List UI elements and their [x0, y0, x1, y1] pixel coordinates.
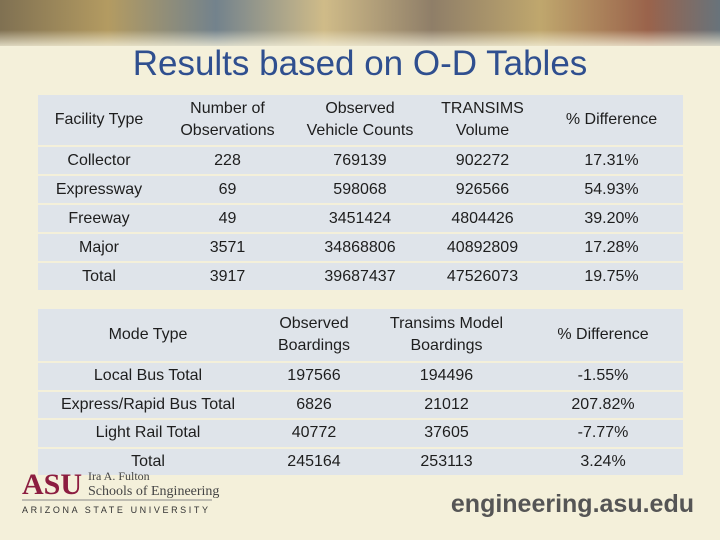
cell: 54.93% [540, 175, 683, 205]
school-line: Ira A. Fulton [88, 469, 150, 483]
cell: 194496 [370, 362, 523, 392]
cell: 34868806 [295, 233, 425, 263]
header-cell: % Difference [523, 309, 683, 363]
cell: 40892809 [425, 233, 540, 263]
cell: 47526073 [425, 262, 540, 292]
facility-table: Facility Type Number of Observations Obser… [38, 95, 683, 292]
cell: 49 [160, 204, 295, 234]
cell: Light Rail Total [38, 419, 258, 449]
header-cell: TRANSIMS Volume [425, 95, 540, 147]
cell: 3571 [160, 233, 295, 263]
university-name: ARIZONA STATE UNIVERSITY [22, 505, 211, 515]
cell: 3.24% [523, 447, 683, 477]
cell: Express/Rapid Bus Total [38, 390, 258, 420]
cell: 6826 [258, 390, 370, 420]
cell: 245164 [258, 447, 370, 477]
cell: Total [38, 262, 160, 292]
banner-fade [0, 30, 720, 50]
cell: 4804426 [425, 204, 540, 234]
header-cell: Observed Vehicle Counts [295, 95, 425, 147]
cell: 926566 [425, 175, 540, 205]
cell: Major [38, 233, 160, 263]
cell: -7.77% [523, 419, 683, 449]
cell: 39687437 [295, 262, 425, 292]
logo-mark: ASU [22, 468, 82, 501]
cell: Expressway [38, 175, 160, 205]
table-row: Major 3571 34868806 40892809 17.28% [38, 233, 683, 263]
header-row: Facility Type Number of Observations Obser… [38, 95, 683, 147]
cell: Local Bus Total [38, 362, 258, 392]
school-line: Schools of Engineering [88, 484, 219, 499]
cell: -1.55% [523, 362, 683, 392]
cell: 3917 [160, 262, 295, 292]
cell: 17.28% [540, 233, 683, 263]
table-row: Expressway 69 598068 926566 54.93% [38, 175, 683, 205]
cell: 21012 [370, 390, 523, 420]
table-row: Express/Rapid Bus Total 6826 21012 207.82% [38, 390, 683, 420]
cell: 19.75% [540, 262, 683, 292]
site-url: engineering.asu.edu [450, 490, 694, 518]
header-cell: % Difference [540, 95, 683, 147]
header-cell: Facility Type [38, 95, 160, 147]
table-row: Light Rail Total 40772 37605 -7.77% [38, 419, 683, 449]
cell: 769139 [295, 146, 425, 176]
cell: 39.20% [540, 204, 683, 234]
header-cell: Mode Type [38, 309, 258, 363]
cell: 37605 [370, 419, 523, 449]
table-row: Total 245164 253113 3.24% [38, 447, 683, 477]
table-row: Collector 228 769139 902272 17.31% [38, 146, 683, 176]
cell: 69 [160, 175, 295, 205]
table-row: Freeway 49 3451424 4804426 39.20% [38, 204, 683, 234]
cell: 253113 [370, 447, 523, 477]
table-row: Local Bus Total 197566 194496 -1.55% [38, 362, 683, 392]
cell: Total [38, 447, 258, 477]
cell: Collector [38, 146, 160, 176]
header-cell: Transims Model Boardings [370, 309, 523, 363]
cell: 197566 [258, 362, 370, 392]
cell: 598068 [295, 175, 425, 205]
mode-table: Mode Type Observed Boardings Transims Mode… [38, 309, 683, 477]
table-row: Total 3917 39687437 47526073 19.75% [38, 262, 683, 292]
cell: 207.82% [523, 390, 683, 420]
slide-title: Results based on O-D Tables [132, 44, 588, 83]
cell: 228 [160, 146, 295, 176]
cell: 17.31% [540, 146, 683, 176]
asu-logo: ASU Ira A. Fulton Schools of Engineering… [22, 468, 219, 515]
cell: 902272 [425, 146, 540, 176]
header-row: Mode Type Observed Boardings Transims Mode… [38, 309, 683, 363]
cell: Freeway [38, 204, 160, 234]
cell: 40772 [258, 419, 370, 449]
cell: 3451424 [295, 204, 425, 234]
header-cell: Observed Boardings [258, 309, 370, 363]
header-cell: Number of Observations [160, 95, 295, 147]
